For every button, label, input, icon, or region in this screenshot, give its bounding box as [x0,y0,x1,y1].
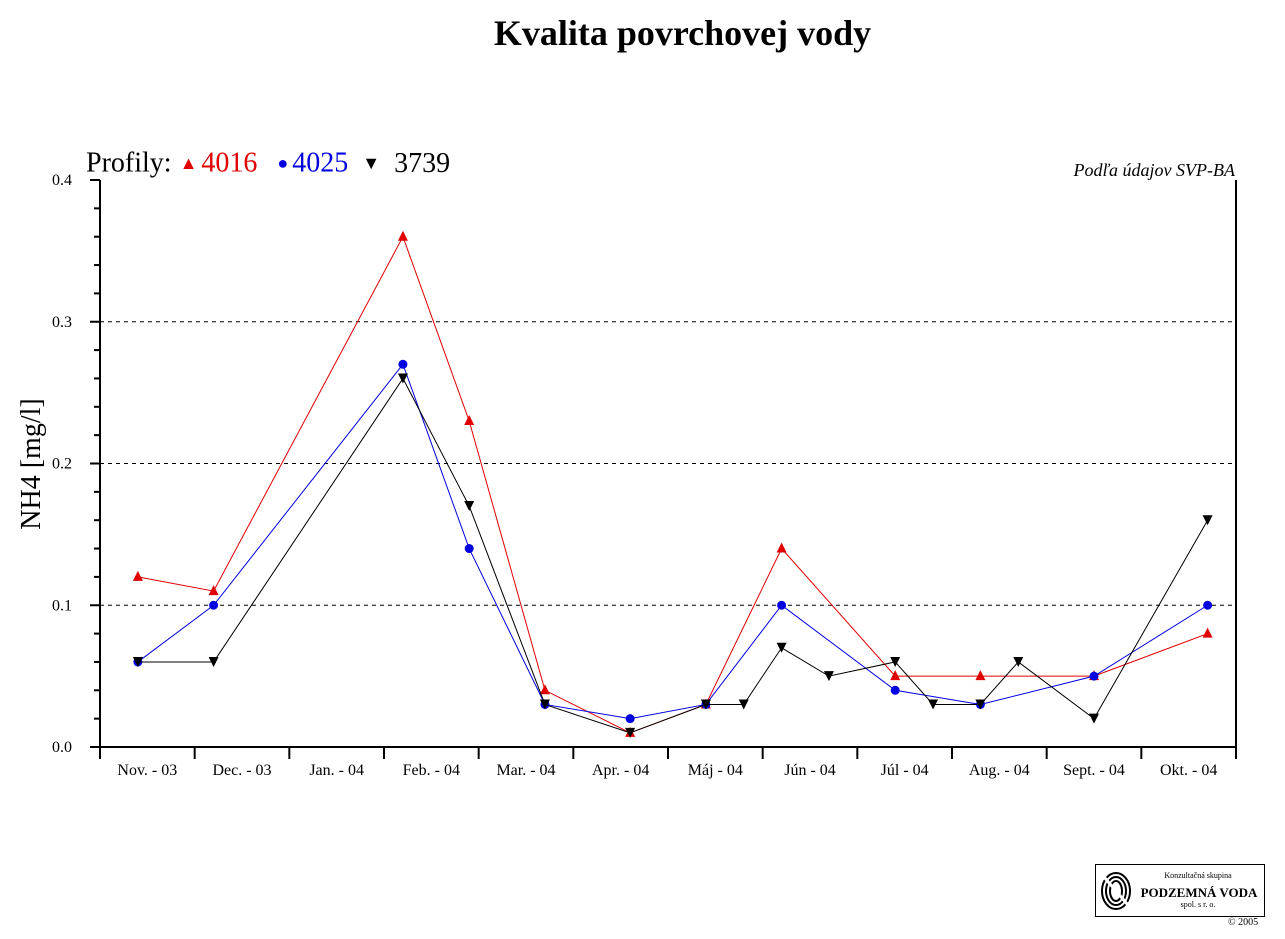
point-3739 [132,656,143,667]
legend-label-4016: 4016 [201,147,258,179]
point-3739 [397,373,408,384]
series [132,230,1213,738]
y-axis-label: NH4 [mg/l] [16,398,47,529]
company-logo: Konzultačná skupina PODZEMNÁ VODA spol. … [1095,864,1265,917]
legend-label-3739: 3739 [394,147,451,179]
y-tick-label: 0.2 [52,456,72,473]
copyright: © 2005 [1228,917,1259,928]
x-tick-label: Júl - 04 [881,762,929,779]
circle-icon: ● [277,153,289,174]
point-3739 [1013,656,1024,667]
point-4025 [777,600,787,610]
point-4016 [464,414,475,425]
x-tick-label: Dec. - 03 [212,762,271,779]
point-4025 [464,544,474,554]
x-tick-label: Nov. - 03 [117,762,177,779]
x-tick-label: Okt. - 04 [1160,762,1217,779]
y-tick-label: 0.0 [52,739,72,756]
point-4016 [975,670,986,681]
point-3739 [625,727,636,738]
legend-prefix: Profily: [86,147,172,179]
point-3739 [975,699,986,710]
point-4016 [397,230,408,241]
x-tick-label: Sept. - 04 [1063,762,1125,779]
x-tick-label: Jan. - 04 [309,762,364,779]
y-tick-label: 0.1 [52,597,72,614]
point-3739 [928,699,939,710]
x-tick-label: Jún - 04 [784,762,836,779]
point-4025 [1203,600,1213,610]
point-4025 [398,359,408,369]
x-tick-label: Máj - 04 [688,762,743,779]
logo-mark-icon [1101,872,1131,910]
logo-line-3: spol. s r. o. [1180,900,1216,909]
point-3739 [890,656,901,667]
legend-label-4025: 4025 [292,147,349,179]
triangle-down-icon: ▼ [362,153,381,174]
logo-line-1: Konzultačná skupina [1164,871,1232,880]
series-line-4025 [137,363,1208,720]
point-4016 [776,542,787,553]
point-4025 [890,685,900,695]
point-4025 [209,600,219,610]
point-4025 [625,714,635,724]
x-tick-label: Aug. - 04 [969,762,1030,779]
x-tick-label: Mar. - 04 [496,762,555,779]
point-3739 [738,699,749,710]
point-4016 [132,570,143,581]
point-4016 [1202,627,1213,638]
point-4016 [208,585,219,596]
point-3739 [464,501,475,512]
y-tick-label: 0.3 [52,314,72,331]
series-line-3739 [137,377,1209,734]
triangle-up-icon: ▲ [179,153,198,174]
point-4016 [539,684,550,695]
source-note: Podľa údajov SVP-BA [1073,160,1235,180]
point-3739 [700,699,711,710]
point-3739 [208,656,219,667]
point-3739 [539,699,550,710]
chart-title: Kvalita povrchovej vody [493,13,872,53]
point-3739 [823,671,834,682]
grid [100,321,1236,606]
point-4016 [890,670,901,681]
point-4025 [1089,671,1099,681]
x-tick-label: Apr. - 04 [592,762,649,779]
y-tick-label: 0.4 [52,172,72,189]
legend: Profily: ▲ 4016 ● 4025 ▼ 3739 [86,146,450,180]
point-3739 [1089,713,1099,724]
logo-line-2: PODZEMNÁ VODA [1140,885,1258,900]
series-line-4016 [137,235,1208,734]
axes: 0.0 0.1 0.2 0.3 0.4 Nov. - 03 Dec. - 03 Jan. - … [52,172,1237,779]
point-3739 [1202,515,1213,526]
point-3739 [776,642,787,653]
x-tick-label: Feb. - 04 [403,762,460,779]
